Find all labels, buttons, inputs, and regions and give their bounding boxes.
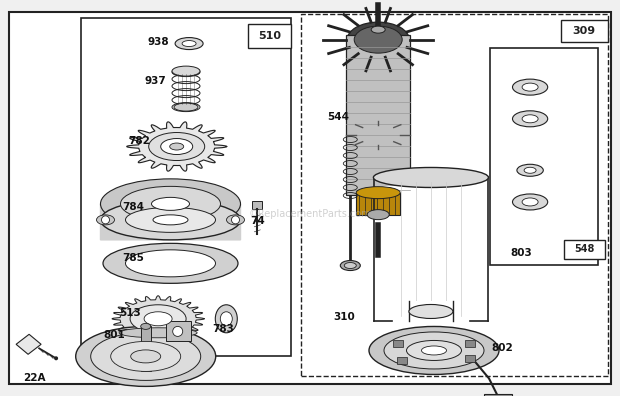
Ellipse shape [522,115,538,123]
Bar [409,301,453,324]
Text: 510: 510 [258,30,281,41]
Polygon shape [112,296,204,342]
Bar [490,48,598,265]
Ellipse shape [215,305,237,333]
Ellipse shape [182,40,196,47]
Ellipse shape [103,243,238,284]
Ellipse shape [220,312,232,326]
Ellipse shape [369,326,499,375]
Circle shape [231,216,239,224]
Ellipse shape [97,215,115,225]
Ellipse shape [347,22,409,57]
Bar [301,14,608,376]
Text: 544: 544 [327,112,349,122]
Ellipse shape [373,168,489,187]
Bar [166,322,191,341]
Text: 74: 74 [250,215,265,226]
Bar [561,20,608,42]
Bar [81,18,291,356]
Ellipse shape [172,68,200,76]
Polygon shape [100,204,241,240]
Ellipse shape [111,341,180,371]
Ellipse shape [125,250,216,277]
Ellipse shape [161,139,193,154]
Ellipse shape [367,209,389,220]
Ellipse shape [356,187,400,199]
Ellipse shape [170,143,184,150]
Ellipse shape [226,215,244,225]
Ellipse shape [130,305,186,333]
Ellipse shape [524,167,536,173]
Circle shape [54,356,58,360]
Bar [248,24,291,48]
Circle shape [102,216,110,224]
Ellipse shape [371,26,385,33]
Ellipse shape [513,194,547,210]
Text: ©ReplacementParts.com: ©ReplacementParts.com [249,209,371,219]
Ellipse shape [513,79,547,95]
Ellipse shape [91,332,201,381]
Ellipse shape [149,133,205,160]
Ellipse shape [354,26,402,53]
Bar [356,192,400,215]
Ellipse shape [125,208,216,232]
Bar [376,187,487,320]
Polygon shape [16,334,41,354]
Ellipse shape [513,111,547,127]
Text: 783: 783 [212,324,234,334]
Ellipse shape [100,179,241,229]
Text: 938: 938 [148,36,169,47]
Bar [141,326,151,371]
Text: 513: 513 [119,308,141,318]
Ellipse shape [384,332,484,369]
Ellipse shape [340,261,360,270]
Text: 801: 801 [104,329,126,340]
Ellipse shape [131,350,161,363]
Ellipse shape [172,66,200,76]
Text: 803: 803 [510,248,532,259]
Ellipse shape [522,198,538,206]
Bar [466,355,476,362]
Text: 22A: 22A [23,373,45,383]
Ellipse shape [407,341,461,360]
Ellipse shape [120,187,221,221]
Ellipse shape [522,83,538,91]
Ellipse shape [153,215,188,225]
Text: 310: 310 [333,312,355,322]
Polygon shape [126,122,227,171]
Text: 548: 548 [574,244,595,255]
Bar [346,34,410,195]
Ellipse shape [517,164,543,176]
Text: 782: 782 [128,135,151,146]
Bar [397,357,407,364]
Bar [252,201,262,209]
Ellipse shape [174,103,198,111]
Text: 937: 937 [144,76,166,86]
Circle shape [173,326,183,336]
Ellipse shape [100,200,241,240]
Text: 785: 785 [122,253,144,263]
Ellipse shape [175,38,203,50]
Ellipse shape [422,346,446,355]
Ellipse shape [141,324,151,329]
Bar [484,394,512,396]
Ellipse shape [76,326,216,386]
Ellipse shape [151,197,190,210]
Bar [392,340,402,347]
Ellipse shape [344,263,356,268]
Bar [466,340,476,347]
Text: 784: 784 [122,202,144,212]
Ellipse shape [144,312,172,326]
Bar [564,240,604,259]
Text: 802: 802 [491,343,513,354]
Ellipse shape [119,328,197,338]
Ellipse shape [409,305,453,318]
Text: 309: 309 [573,26,596,36]
